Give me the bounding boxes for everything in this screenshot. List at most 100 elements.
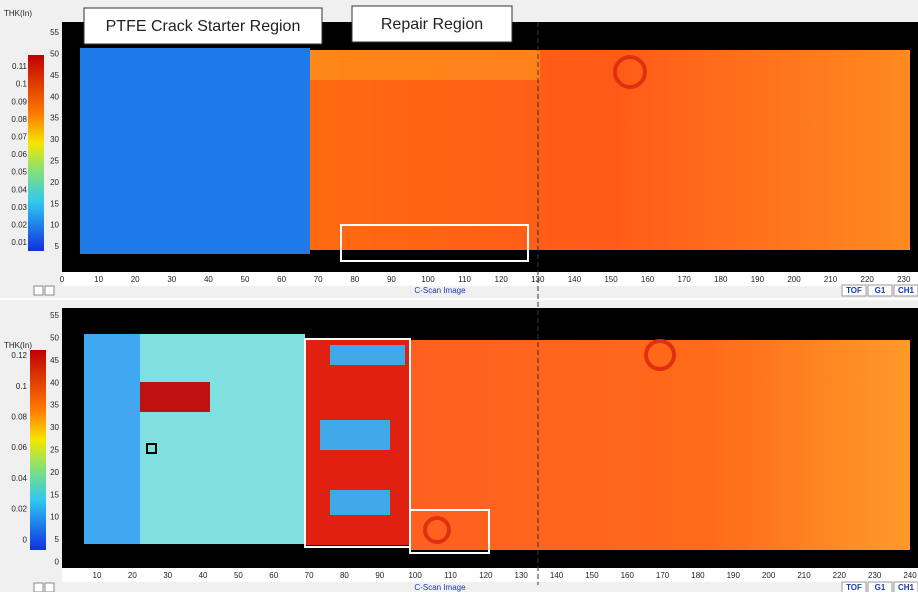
region-label: PTFE Crack Starter Region [106,18,301,35]
x-tick: 10 [93,571,102,580]
y-tick: 0 [55,558,60,567]
orange-region [410,340,910,550]
x-tick: 230 [897,275,911,284]
panel-bottom [0,300,918,592]
y-tick: 10 [50,221,59,230]
tab-label[interactable]: CH1 [898,286,915,295]
orange-edge [310,50,540,80]
y-tick: 10 [50,513,59,522]
x-tick: 50 [234,571,243,580]
y-tick: 25 [50,157,59,166]
x-tick: 140 [568,275,582,284]
x-tick: 130 [531,275,545,284]
x-tick: 190 [727,571,741,580]
colorbar-tick: 0.04 [11,185,27,194]
y-tick: 15 [50,199,59,208]
app: PTFE Crack Starter Region Repair Region … [0,0,918,592]
x-tick: 110 [458,275,471,284]
x-tick: 70 [305,571,314,580]
colorbar-tick: 0.12 [11,351,27,360]
y-tick: 50 [50,334,59,343]
colorbar-tick: 0.02 [11,505,27,514]
panel-top [0,0,918,298]
x-tick: 180 [691,571,705,580]
scroll-button[interactable] [45,286,54,295]
x-tick: 220 [861,275,875,284]
blue-blob [330,345,405,365]
y-tick: 5 [55,242,60,251]
region-label: Repair Region [381,16,483,33]
x-tick: 80 [350,275,359,284]
y-tick: 15 [50,490,59,499]
x-tick: 170 [656,571,670,580]
scroll-button[interactable] [45,583,54,592]
x-tick: 50 [241,275,250,284]
x-tick: 160 [641,275,655,284]
scroll-button[interactable] [34,286,43,295]
y-tick: 35 [50,401,59,410]
y-tick: 50 [50,50,59,59]
tab-label[interactable]: G1 [875,583,886,592]
blue-strip [84,334,144,544]
y-tick: 40 [50,378,59,387]
x-tick: 0 [60,275,65,284]
x-tick: 60 [269,571,278,580]
colorbar-tick: 0.07 [11,133,27,142]
colorbar-tick: 0.05 [11,168,27,177]
colorbar-tick: 0.08 [11,413,27,422]
x-tick: 120 [479,571,493,580]
x-tick: 100 [408,571,422,580]
colorbar-title: THK(In) [4,9,32,18]
blue-region [80,48,310,254]
y-tick: 35 [50,114,59,123]
x-tick: 210 [797,571,811,580]
tab-label[interactable]: CH1 [898,583,915,592]
blue-blob [320,420,390,450]
y-tick: 45 [50,71,59,80]
y-tick: 25 [50,446,59,455]
y-tick: 55 [50,311,59,320]
cyan-region [140,334,305,544]
x-tick: 160 [621,571,635,580]
y-tick: 30 [50,423,59,432]
tab-label[interactable]: G1 [875,286,886,295]
x-tick: 220 [833,571,847,580]
colorbar-tick: 0.01 [11,238,27,247]
colorbar-title: THK(In) [4,341,32,350]
x-tick: 60 [277,275,286,284]
x-tick: 240 [903,571,917,580]
y-tick: 55 [50,28,59,37]
y-tick: 40 [50,92,59,101]
x-tick: 80 [340,571,349,580]
tab-label[interactable]: TOF [846,583,862,592]
y-tick: 5 [55,535,60,544]
x-tick: 130 [515,571,529,580]
colorbar-tick: 0.11 [12,62,28,71]
x-tick: 180 [714,275,728,284]
x-tick: 30 [167,275,176,284]
y-tick: 20 [50,178,59,187]
colorbar-tick: 0.1 [16,382,28,391]
x-tick: 10 [94,275,103,284]
colorbar-tick: 0.08 [11,115,27,124]
red-patch [140,382,210,412]
colorbar-tick: 0.06 [11,150,27,159]
x-tick: 170 [678,275,692,284]
x-tick: 210 [824,275,838,284]
colorbar-tick: 0.1 [16,80,28,89]
y-tick: 45 [50,356,59,365]
x-tick: 140 [550,571,564,580]
y-tick: 20 [50,468,59,477]
colorbar-tick: 0.06 [11,443,27,452]
caption: C-Scan Image [414,286,466,295]
colorbar-tick: 0.09 [11,97,27,106]
scroll-button[interactable] [34,583,43,592]
x-tick: 100 [421,275,435,284]
tab-label[interactable]: TOF [846,286,862,295]
x-tick: 40 [199,571,208,580]
x-tick: 150 [585,571,599,580]
x-tick: 20 [128,571,137,580]
y-tick: 30 [50,135,59,144]
colorbar [30,350,46,550]
scan-view: PTFE Crack Starter Region Repair Region … [0,0,918,592]
